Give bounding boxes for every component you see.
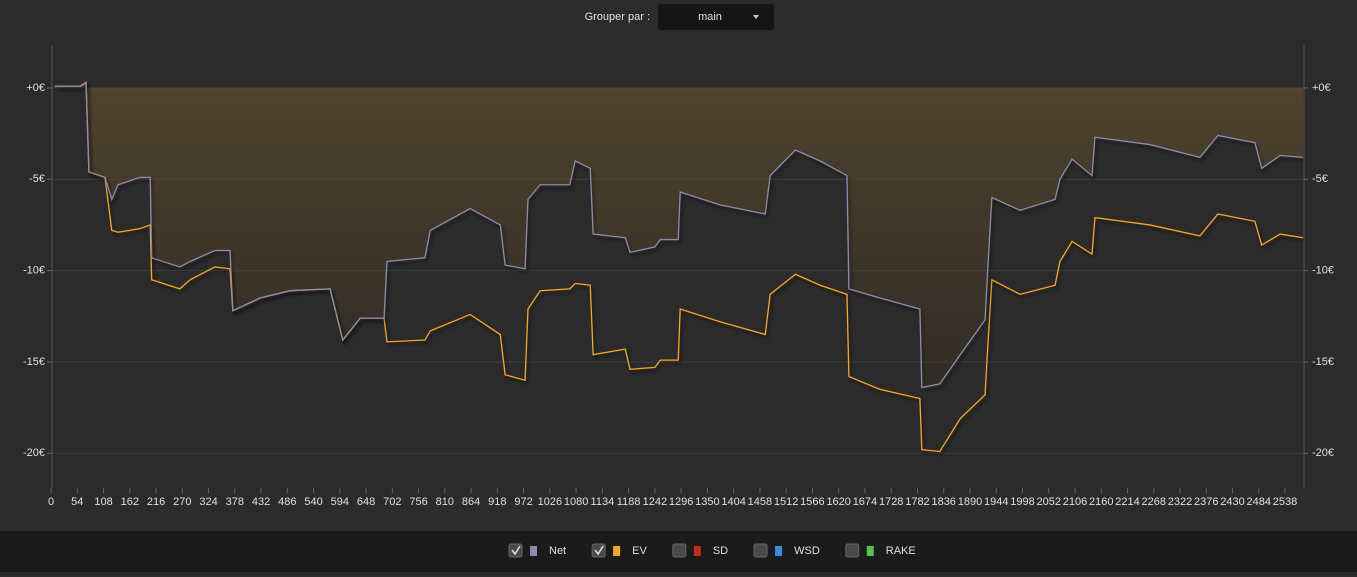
x-tick-label: 0 — [48, 496, 54, 508]
x-tick-label: 2322 — [1168, 496, 1192, 508]
x-tick-label: 648 — [357, 496, 375, 508]
x-tick-label: 1242 — [643, 496, 667, 508]
x-tick-label: 216 — [147, 496, 165, 508]
x-tick-label: 972 — [514, 496, 532, 508]
y-tick-label-right: -5€ — [1312, 173, 1328, 185]
x-tick-label: 810 — [436, 496, 454, 508]
x-tick-label: 2106 — [1063, 496, 1087, 508]
x-tick-label: 162 — [121, 496, 139, 508]
legend-checkbox[interactable] — [508, 543, 523, 558]
legend-swatch — [775, 546, 783, 556]
x-tick-label: 2376 — [1194, 496, 1218, 508]
x-tick-label: 108 — [94, 496, 112, 508]
x-tick-label: 1458 — [748, 496, 772, 508]
legend-checkbox[interactable] — [845, 543, 860, 558]
x-tick-label: 1296 — [669, 496, 693, 508]
x-tick-label: 1890 — [958, 496, 982, 508]
series-line — [54, 81, 1304, 389]
y-tick-label-right: +0€ — [1312, 82, 1331, 94]
legend-swatch — [613, 546, 621, 556]
y-tick-label: +0€ — [26, 82, 45, 94]
x-tick-label: 1188 — [617, 496, 641, 508]
y-tick-label: -10€ — [23, 265, 45, 277]
legend-checkbox[interactable] — [591, 543, 606, 558]
x-tick-label: 432 — [252, 496, 270, 508]
x-tick-label: 540 — [304, 496, 322, 508]
x-tick-label: 1134 — [591, 496, 615, 508]
x-tick-label: 864 — [462, 496, 480, 508]
dropdown[interactable] — [658, 4, 774, 30]
x-tick-label: 324 — [199, 496, 217, 508]
legend-checkbox[interactable] — [753, 543, 768, 558]
series-line — [54, 81, 1304, 453]
y-tick-label-right: -10€ — [1312, 265, 1334, 277]
y-tick-label-right: -15€ — [1312, 356, 1334, 368]
x-tick-label: 1566 — [800, 496, 824, 508]
legend-swatch — [866, 546, 874, 556]
x-tick-label: 1782 — [905, 496, 929, 508]
x-tick-label: 1620 — [826, 496, 850, 508]
x-tick-label: 594 — [331, 496, 349, 508]
y-tick-label: -15€ — [23, 356, 45, 368]
legend-label[interactable]: SD — [713, 545, 728, 557]
x-tick-label: 486 — [278, 496, 296, 508]
x-tick-label: 918 — [488, 496, 506, 508]
x-tick-label: 2268 — [1142, 496, 1166, 508]
x-tick-label: 1728 — [879, 496, 903, 508]
x-tick-label: 378 — [226, 496, 244, 508]
x-tick-label: 2538 — [1273, 496, 1297, 508]
x-tick-label: 1350 — [695, 496, 719, 508]
x-tick-label: 1080 — [564, 496, 588, 508]
x-tick-label: 270 — [173, 496, 191, 508]
area — [54, 82, 1304, 388]
group-by-label: Grouper par : — [585, 11, 650, 23]
x-tick-label: 2430 — [1220, 496, 1244, 508]
x-tick-label: 1944 — [984, 496, 1008, 508]
y-tick-label: -20€ — [23, 447, 45, 459]
legend-check[interactable] — [511, 545, 521, 556]
legend-swatch — [693, 546, 701, 556]
x-tick-label: 702 — [383, 496, 401, 508]
legend-checkbox[interactable] — [672, 543, 687, 558]
x-tick-label: 756 — [409, 496, 427, 508]
dropdown-arrow[interactable] — [753, 15, 759, 19]
x-tick-label: 1674 — [853, 496, 877, 508]
legend-label[interactable]: RAKE — [886, 545, 916, 557]
y-tick-label: -5€ — [29, 173, 45, 185]
dropdown-value[interactable]: main — [698, 11, 722, 23]
x-tick-label: 1512 — [774, 496, 798, 508]
legend-label[interactable]: Net — [549, 545, 566, 557]
x-tick-label: 2214 — [1115, 496, 1139, 508]
legend-label[interactable]: EV — [632, 545, 647, 557]
y-tick-label-right: -20€ — [1312, 447, 1334, 459]
legend-check[interactable] — [594, 545, 604, 556]
legend-swatch — [530, 546, 537, 556]
x-tick-label: 1026 — [538, 496, 562, 508]
legend-label[interactable]: WSD — [794, 545, 820, 557]
x-tick-label: 1998 — [1010, 496, 1034, 508]
x-tick-label: 2484 — [1247, 496, 1271, 508]
x-tick-label: 2052 — [1036, 496, 1060, 508]
x-tick-label: 1404 — [721, 496, 745, 508]
x-tick-label: 2160 — [1089, 496, 1113, 508]
x-tick-label: 54 — [71, 496, 83, 508]
x-tick-label: 1836 — [931, 496, 955, 508]
